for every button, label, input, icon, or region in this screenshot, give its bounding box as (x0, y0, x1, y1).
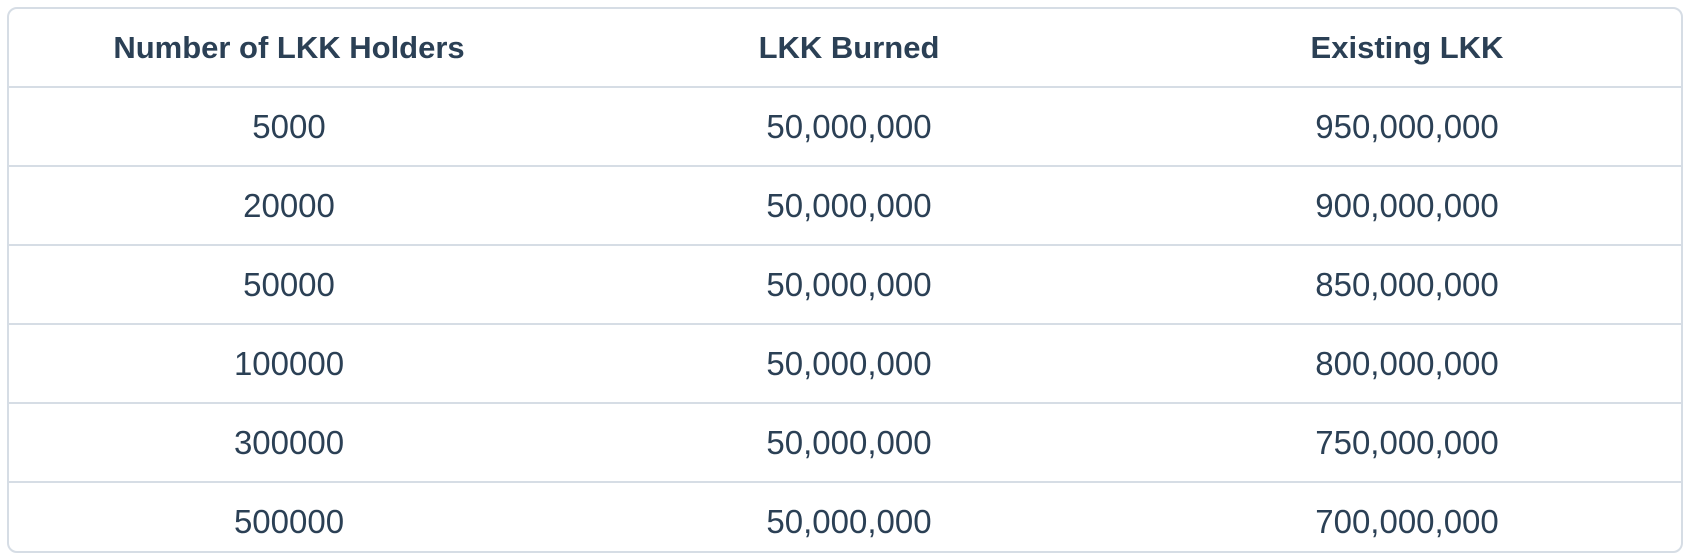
cell-existing: 850,000,000 (1129, 245, 1681, 325)
cell-holders: 100000 (9, 324, 569, 404)
cell-holders: 50000 (9, 245, 569, 325)
header-existing-lkk: Existing LKK (1129, 9, 1681, 88)
cell-existing: 750,000,000 (1129, 403, 1681, 483)
cell-burned: 50,000,000 (569, 166, 1129, 246)
table-row: 500000 50,000,000 700,000,000 (9, 482, 1681, 551)
cell-burned: 50,000,000 (766, 502, 932, 540)
table-header: Number of LKK Holders LKK Burned Existin… (9, 9, 1681, 88)
header-lkk-burned: LKK Burned (569, 9, 1129, 88)
cell-holders: 500000 (233, 502, 345, 540)
lkk-burn-table-card: Number of LKK Holders LKK Burned Existin… (7, 7, 1683, 553)
cell-holders: 5000 (9, 87, 569, 167)
cell-existing: 700,000,000 (1315, 502, 1499, 540)
cell-burned: 50,000,000 (569, 403, 1129, 483)
table-row: 100000 50,000,000 800,000,000 (9, 324, 1681, 404)
cell-burned: 50,000,000 (569, 87, 1129, 167)
table-row: 300000 50,000,000 750,000,000 (9, 403, 1681, 483)
cell-holders: 20000 (9, 166, 569, 246)
cell-burned: 50,000,000 (569, 245, 1129, 325)
table-row: 20000 50,000,000 900,000,000 (9, 166, 1681, 246)
table-row: 50000 50,000,000 850,000,000 (9, 245, 1681, 325)
cell-existing: 800,000,000 (1129, 324, 1681, 404)
header-number-of-lkk-holders: Number of LKK Holders (9, 9, 569, 88)
cell-burned: 50,000,000 (569, 324, 1129, 404)
header-row: Number of LKK Holders LKK Burned Existin… (9, 9, 1681, 88)
cell-holders: 300000 (9, 403, 569, 483)
table-body: 5000 50,000,000 950,000,000 20000 50,000… (9, 87, 1681, 551)
lkk-burn-table: Number of LKK Holders LKK Burned Existin… (9, 9, 1681, 551)
table-row: 5000 50,000,000 950,000,000 (9, 87, 1681, 167)
cell-existing: 950,000,000 (1129, 87, 1681, 167)
cell-existing: 900,000,000 (1129, 166, 1681, 246)
